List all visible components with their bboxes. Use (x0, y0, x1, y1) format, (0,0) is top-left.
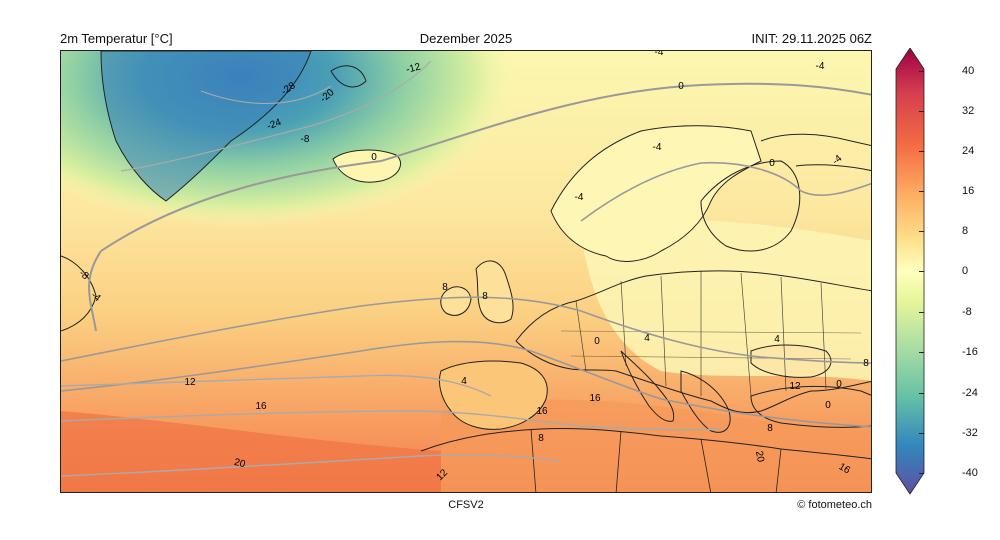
colorbar-tick-mark (919, 151, 924, 152)
contour-label: -24 (265, 117, 283, 132)
colorbar-tick-label: -8 (962, 306, 972, 318)
isotherm-0-scandinavia (580, 161, 871, 222)
contour-label: 0 (825, 400, 831, 411)
iberia-outline (438, 360, 548, 430)
model-source-label: CFSV2 (448, 499, 484, 511)
temperature-colorbar (890, 47, 940, 496)
contour-label: 4 (774, 334, 780, 345)
iceland-outline (332, 149, 401, 183)
colorbar-tick-label: -16 (962, 346, 978, 358)
contour-label: 8 (863, 358, 869, 369)
isotherm-8 (61, 340, 871, 428)
greenland-landmass (101, 51, 311, 201)
colorbar-tick-label: 24 (962, 145, 975, 157)
contour-label: 16 (536, 406, 548, 417)
contour-label: 0 (594, 336, 600, 347)
contour-label: 20 (233, 457, 247, 470)
contour-label: 0 (836, 379, 842, 390)
contour-label: 16 (255, 401, 267, 412)
isotherm-20 (61, 454, 562, 477)
colorbar-tick-mark (919, 71, 924, 72)
contour-label: 4 (461, 376, 467, 387)
colorbar-tick-label: 0 (962, 265, 969, 277)
contour-label: -4 (575, 192, 584, 203)
colorbar-tick-mark (919, 231, 924, 232)
model-init-time: INIT: 29.11.2025 06Z (751, 31, 872, 46)
map-variable-title: 2m Temperatur [°C] (60, 31, 173, 46)
isotherm-16 (61, 410, 722, 431)
isotherm-4 (61, 296, 871, 364)
contour-label: 16 (589, 393, 601, 404)
north-africa-coastline (420, 427, 871, 460)
contour-label: 12 (789, 381, 801, 392)
contour-label: 8 (767, 423, 773, 434)
contour-label: -4 (653, 142, 662, 153)
great-britain-outline (475, 260, 514, 324)
colorbar-tick-label: 40 (962, 65, 975, 77)
colorbar-tick-mark (919, 393, 924, 394)
colorbar-tick-mark (919, 312, 924, 313)
continental-europe-outline (515, 270, 871, 414)
contour-label: -12 (405, 61, 422, 75)
colorbar-tick-mark (919, 473, 924, 474)
canada-coastline (61, 255, 97, 332)
contour-label: 20 (753, 450, 766, 463)
colorbar-tick-mark (919, 191, 924, 192)
contour-label: 16 (837, 461, 853, 476)
colorbar-tick-label: -24 (962, 387, 978, 399)
colorbar-tick-label: 8 (962, 225, 969, 237)
forecast-period-title: Dezember 2025 (419, 31, 513, 46)
colorbar-tick-label: -40 (962, 467, 978, 479)
contour-label: 8 (482, 291, 488, 302)
continental-cool-zone (581, 220, 871, 381)
ireland-outline (440, 286, 472, 316)
contour-label: 8 (442, 282, 448, 293)
contour-label: 0 (678, 81, 684, 92)
colorbar-tick-mark (919, 271, 924, 272)
contour-label: 0 (769, 158, 775, 169)
isotherm-0-north (100, 82, 871, 252)
temperature-map: -4 -12 -4 0 -28 -20 -24 -8 0 -4 0 -4 -4 … (60, 50, 872, 493)
colorbar-tick-mark (919, 111, 924, 112)
contour-label: 4 (644, 333, 650, 344)
scandinavia-outline (550, 125, 762, 262)
colorbar-tick-mark (919, 352, 924, 353)
contour-label: -4 (816, 61, 825, 72)
colorbar-tick-label: 16 (962, 185, 975, 197)
greenland-coastline (100, 51, 312, 202)
contour-label: 12 (184, 377, 196, 388)
isotherm-0-west (88, 250, 102, 332)
isotherm-12 (61, 374, 492, 397)
colorbar-tick-mark (919, 433, 924, 434)
contour-label: -4 (655, 51, 664, 58)
black-sea-outline (750, 344, 832, 378)
isotherm-minus-20 (200, 85, 332, 105)
isotherm-minus-8 (120, 60, 432, 172)
colorbar-tick-label: -32 (962, 427, 978, 439)
contour-label: 0 (371, 152, 377, 163)
contour-label: -8 (301, 134, 310, 145)
contour-label: 8 (538, 433, 544, 444)
credit-label: © fotometeo.ch (797, 499, 872, 511)
colorbar-tick-label: 32 (962, 105, 975, 117)
